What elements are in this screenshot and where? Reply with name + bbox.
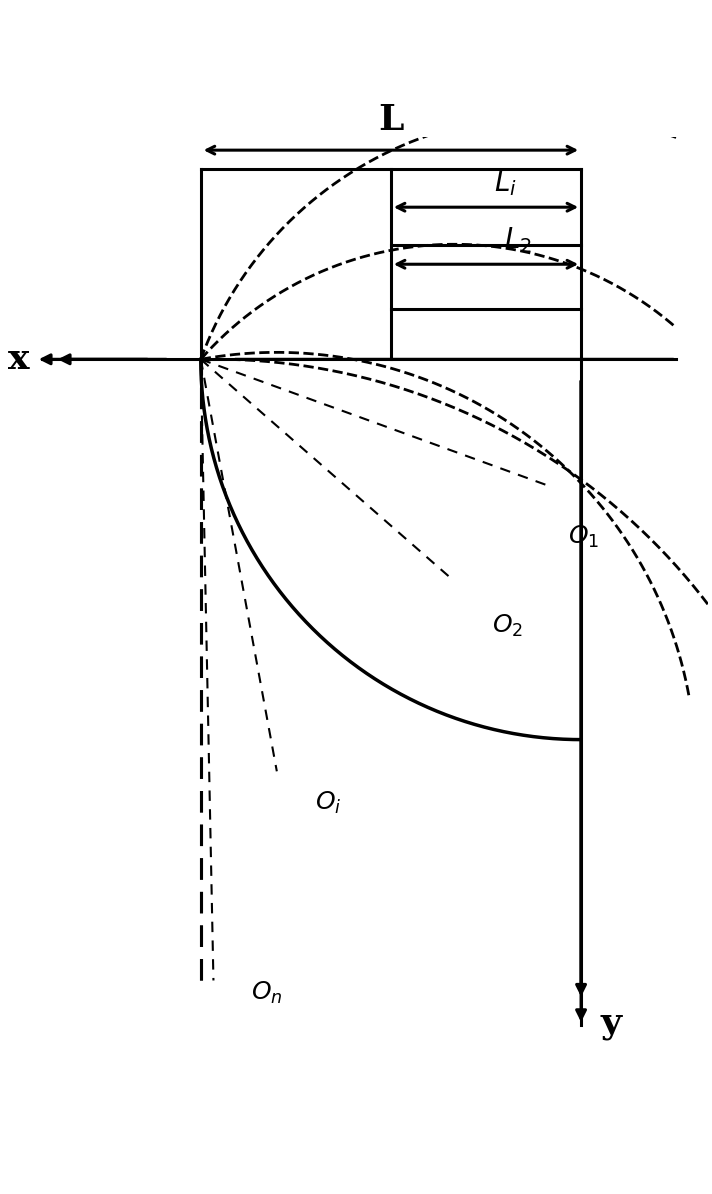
Text: $L_i$: $L_i$ [493, 168, 516, 198]
Text: $O_i$: $O_i$ [315, 790, 341, 816]
Text: $O_n$: $O_n$ [251, 980, 283, 1007]
Text: x: x [8, 343, 30, 376]
Text: $O_2$: $O_2$ [492, 613, 523, 639]
Text: $O_1$: $O_1$ [568, 524, 600, 550]
Text: y: y [600, 1005, 621, 1040]
Text: L: L [378, 104, 404, 137]
Text: $L_2$: $L_2$ [504, 224, 532, 254]
